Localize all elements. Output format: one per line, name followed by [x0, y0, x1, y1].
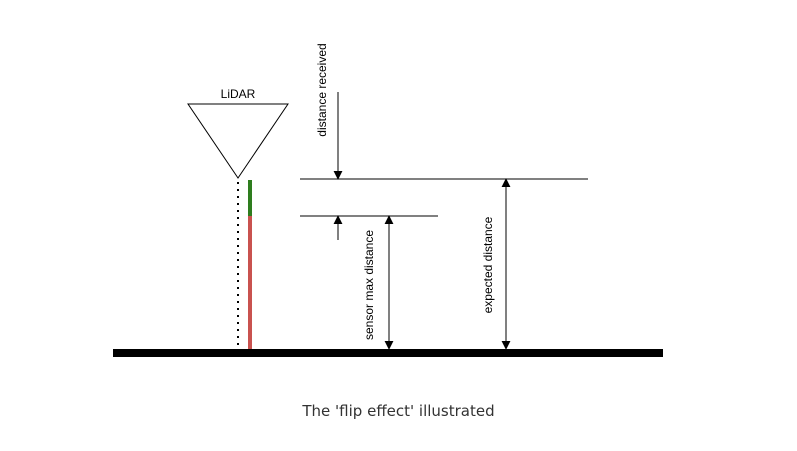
received-distance-segment	[248, 180, 252, 216]
figure-caption: The 'flip effect' illustrated	[302, 402, 495, 420]
lidar-sensor-icon	[187, 103, 289, 179]
sensor-max-distance-label: sensor max distance	[362, 230, 376, 340]
lidar-label: LiDAR	[221, 87, 256, 101]
expected-distance-label: expected distance	[481, 216, 495, 313]
max-distance-segment	[248, 216, 252, 349]
ground-bar	[113, 349, 663, 357]
distance-received-label: distance received	[315, 43, 329, 136]
